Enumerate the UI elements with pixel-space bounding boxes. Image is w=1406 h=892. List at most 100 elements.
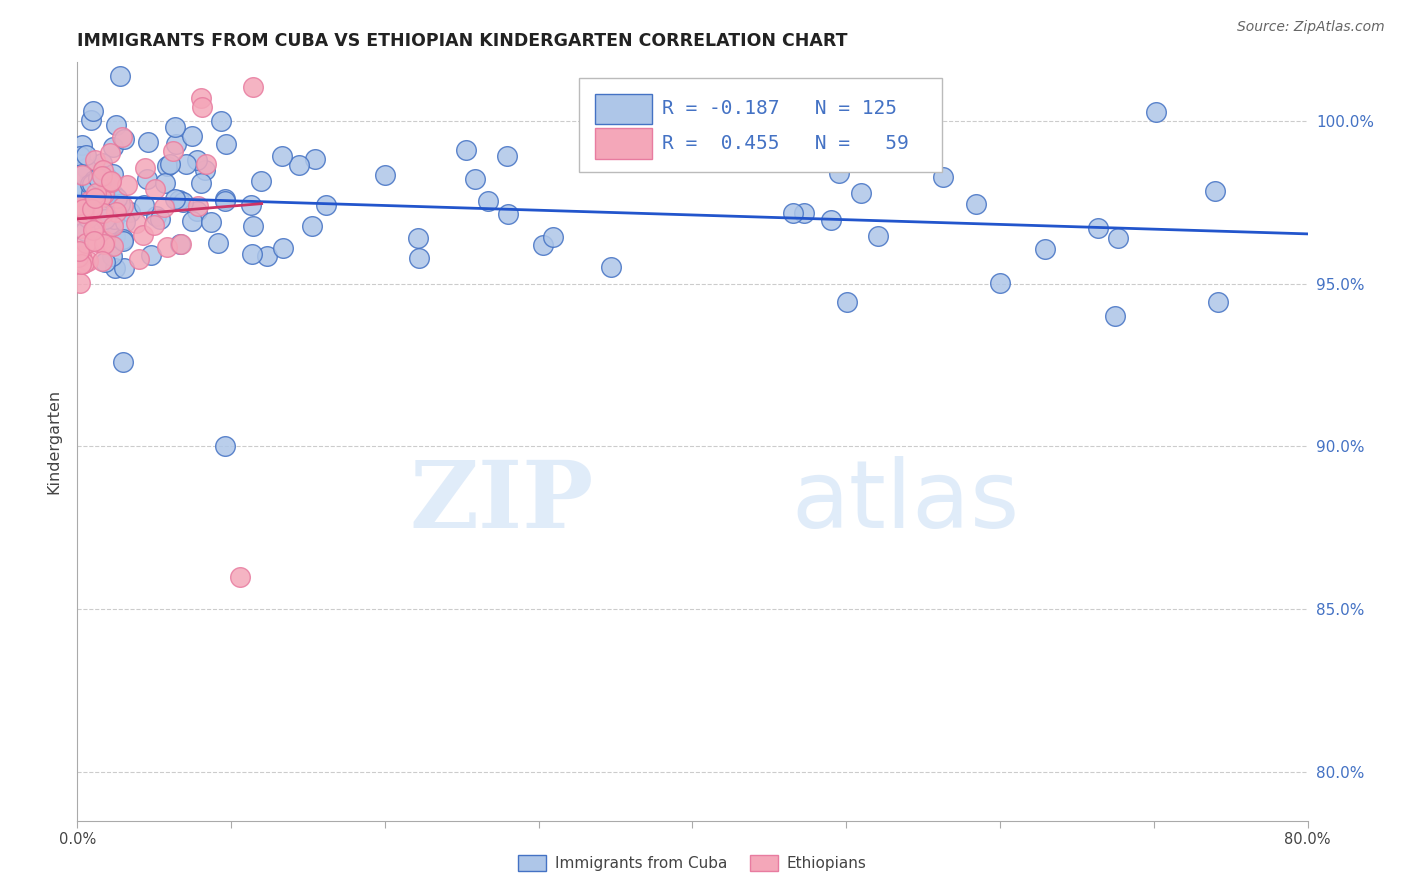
Point (240, 198, 263, 212)
Point (166, 137, 188, 152)
Point (70, 167, 93, 181)
Point (498, 207, 520, 221)
Point (104, 118, 127, 132)
Point (101, 139, 124, 153)
Point (152, 200, 174, 214)
Point (170, 236, 193, 251)
FancyBboxPatch shape (579, 78, 942, 172)
Point (174, 157, 197, 171)
Point (72, 206, 94, 220)
Point (1208, 294, 1230, 309)
Point (75, 224, 97, 238)
Point (600, 260, 623, 274)
Point (83, 153, 105, 168)
Point (271, 149, 294, 163)
Point (191, 99, 214, 113)
Point (304, 152, 326, 166)
Point (89, 193, 111, 207)
Point (142, 218, 165, 232)
Point (103, 188, 125, 202)
Point (83, 234, 105, 248)
Point (98, 239, 121, 253)
Point (104, 228, 127, 243)
Point (165, 192, 187, 206)
Point (932, 169, 955, 184)
Point (94, 194, 117, 209)
Point (128, 252, 150, 266)
Point (111, 234, 134, 248)
Point (214, 194, 236, 208)
Text: Source: ZipAtlas.com: Source: ZipAtlas.com (1237, 20, 1385, 34)
Point (66, 197, 89, 211)
Point (83, 212, 105, 227)
Point (75, 236, 97, 251)
Point (100, 235, 122, 250)
Point (69, 208, 91, 222)
Point (187, 199, 209, 213)
Point (77, 194, 100, 208)
Point (167, 194, 190, 208)
Point (454, 143, 477, 157)
Point (100, 249, 122, 263)
Point (98, 146, 121, 161)
Point (100, 186, 122, 201)
Point (105, 191, 128, 205)
Point (73, 256, 96, 270)
Point (181, 128, 204, 143)
Point (101, 239, 124, 253)
Point (111, 355, 134, 369)
Point (136, 135, 159, 149)
Point (159, 156, 181, 170)
Point (543, 230, 565, 244)
Point (77, 175, 100, 189)
Point (69, 277, 91, 291)
Point (79, 197, 101, 211)
Point (112, 131, 135, 145)
Point (250, 173, 273, 187)
Point (72, 202, 94, 216)
Point (477, 194, 499, 209)
Point (89, 174, 111, 188)
Point (98, 177, 121, 191)
Point (782, 206, 804, 220)
Point (82, 104, 104, 119)
Point (69, 149, 91, 163)
Point (828, 165, 851, 179)
Point (69, 184, 91, 198)
Point (134, 161, 156, 176)
Text: atlas: atlas (792, 456, 1019, 549)
Point (76, 254, 98, 268)
Point (186, 203, 208, 218)
Legend: Immigrants from Cuba, Ethiopians: Immigrants from Cuba, Ethiopians (512, 849, 873, 878)
Point (79, 178, 101, 192)
Point (242, 79, 264, 94)
Point (72, 257, 94, 271)
Point (149, 212, 172, 227)
Point (837, 294, 859, 309)
Point (104, 207, 127, 221)
Point (181, 213, 204, 227)
Point (101, 167, 124, 181)
Point (165, 120, 187, 134)
Point (84, 221, 107, 235)
Point (69, 248, 91, 262)
Point (108, 196, 131, 211)
Point (84, 186, 107, 200)
Point (531, 238, 554, 252)
Point (70, 168, 93, 182)
Point (100, 174, 122, 188)
Point (1144, 104, 1167, 119)
Point (145, 182, 167, 196)
Point (495, 149, 517, 163)
Point (112, 260, 135, 275)
Point (70, 221, 93, 235)
Point (866, 229, 889, 244)
Point (793, 205, 815, 219)
Point (82, 222, 104, 236)
Point (91, 169, 114, 184)
Point (67, 251, 90, 265)
Point (172, 195, 194, 210)
Point (965, 197, 987, 211)
Point (214, 439, 236, 453)
Point (89, 208, 111, 222)
